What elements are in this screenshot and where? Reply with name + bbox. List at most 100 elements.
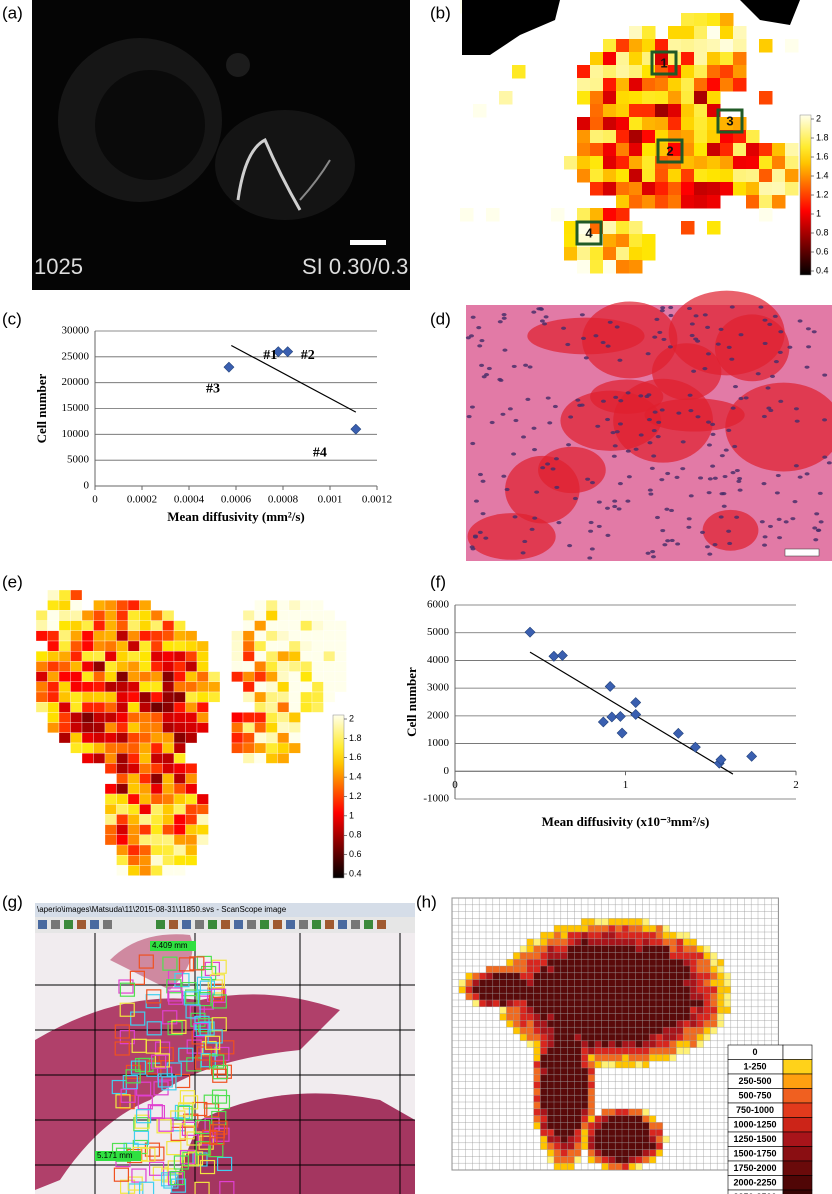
grid-cell (696, 1040, 704, 1048)
heat-cell (162, 753, 175, 764)
legend-swatch (782, 1073, 813, 1089)
annotation-box (157, 1073, 173, 1088)
grid-cell (669, 966, 677, 973)
grid-cell (690, 945, 697, 953)
heat-cell (460, 208, 474, 222)
heat-cell (265, 712, 278, 723)
grid-cell (581, 1095, 588, 1102)
grid-cell (547, 993, 554, 1000)
grid-cell (683, 1027, 690, 1034)
grid-cell (615, 1149, 622, 1157)
legend-label: 1250-1500 (733, 1134, 776, 1144)
grid-cell (567, 1054, 575, 1062)
heat-cell (733, 143, 747, 157)
grid-cell (622, 1163, 629, 1170)
y-tick-label: 30000 (62, 325, 90, 337)
grid-cell (554, 1149, 561, 1157)
heat-cell (629, 156, 643, 170)
heat-cell (603, 169, 617, 183)
legend-label: 500-750 (738, 1090, 771, 1100)
heat-cell (681, 104, 695, 118)
heat-cell (629, 26, 643, 40)
nucleus (730, 406, 736, 410)
heat-cell (162, 712, 175, 723)
heat-cell (173, 763, 186, 774)
heat-cell (93, 640, 106, 652)
grid-cell (683, 945, 690, 953)
heat-cell (759, 208, 773, 222)
heat-cell (603, 52, 617, 66)
grid-cell (615, 1027, 622, 1034)
grid-cell (574, 959, 582, 966)
grid-cell (642, 1136, 650, 1143)
panel-label: (f) (430, 572, 446, 591)
grid-cell (642, 1047, 650, 1055)
heat-cell (254, 640, 267, 652)
grid-cell (560, 1081, 568, 1089)
heat-cell (173, 793, 186, 805)
grid-cell (588, 1054, 595, 1062)
nucleus (470, 547, 476, 551)
heat-cell (642, 169, 656, 183)
grid-cell (690, 966, 697, 973)
grid-cell (622, 1054, 629, 1062)
heat-cell (162, 651, 175, 662)
nucleus (614, 325, 620, 329)
heat-cell (127, 661, 140, 672)
heat-cell (58, 640, 71, 652)
heat-cell (265, 620, 278, 631)
grid-cell (513, 1013, 520, 1021)
annotation-box (170, 1110, 186, 1125)
heat-cell (334, 640, 347, 652)
heat-cell (47, 589, 60, 601)
grid-cell (588, 959, 595, 966)
heat-cell (35, 702, 48, 713)
grid-cell (533, 1074, 541, 1082)
grid-cell (547, 1088, 554, 1096)
heat-cell (139, 640, 152, 652)
grid-cell (635, 1142, 643, 1150)
grid-cell (588, 1129, 595, 1136)
grid-cell (649, 952, 656, 960)
grid-cell (615, 1122, 622, 1130)
heat-cell (323, 620, 336, 631)
grid-cell (547, 1129, 554, 1136)
grid-cell (581, 1020, 588, 1028)
grid-cell (513, 966, 520, 973)
heat-cell (577, 247, 591, 261)
toolbar-icon (351, 920, 360, 929)
nucleus (498, 378, 504, 382)
heat-cell (162, 783, 175, 795)
nucleus (610, 430, 616, 435)
y-tick-label: 0 (84, 480, 90, 492)
heat-cell (277, 671, 290, 682)
nucleus (804, 472, 810, 476)
grid-cell (656, 1000, 663, 1007)
nucleus (552, 404, 558, 409)
point-label: #1 (263, 348, 277, 363)
annotation-box (147, 1104, 163, 1119)
heat-cell (642, 78, 656, 92)
panel-label: (a) (2, 3, 23, 22)
heat-cell (733, 26, 747, 40)
grid-cell (642, 1156, 650, 1164)
nucleus (479, 363, 485, 367)
grid-cell (615, 1006, 622, 1014)
heat-cell (47, 681, 60, 693)
heat-cell (616, 182, 630, 196)
nucleus (738, 396, 744, 401)
grid-cell (526, 1006, 534, 1014)
grid-cell (656, 925, 663, 932)
heat-cell (58, 691, 71, 703)
heat-cell (254, 600, 267, 611)
grid-cell (690, 1013, 697, 1021)
grid-cell (540, 1013, 548, 1021)
nucleus (567, 544, 573, 548)
heat-cell (772, 195, 786, 209)
nucleus (761, 482, 767, 486)
grid-cell (710, 952, 718, 960)
nucleus (778, 399, 784, 403)
annotation-box (119, 1179, 136, 1194)
heat-cell (150, 773, 163, 784)
heat-cell (127, 742, 140, 754)
